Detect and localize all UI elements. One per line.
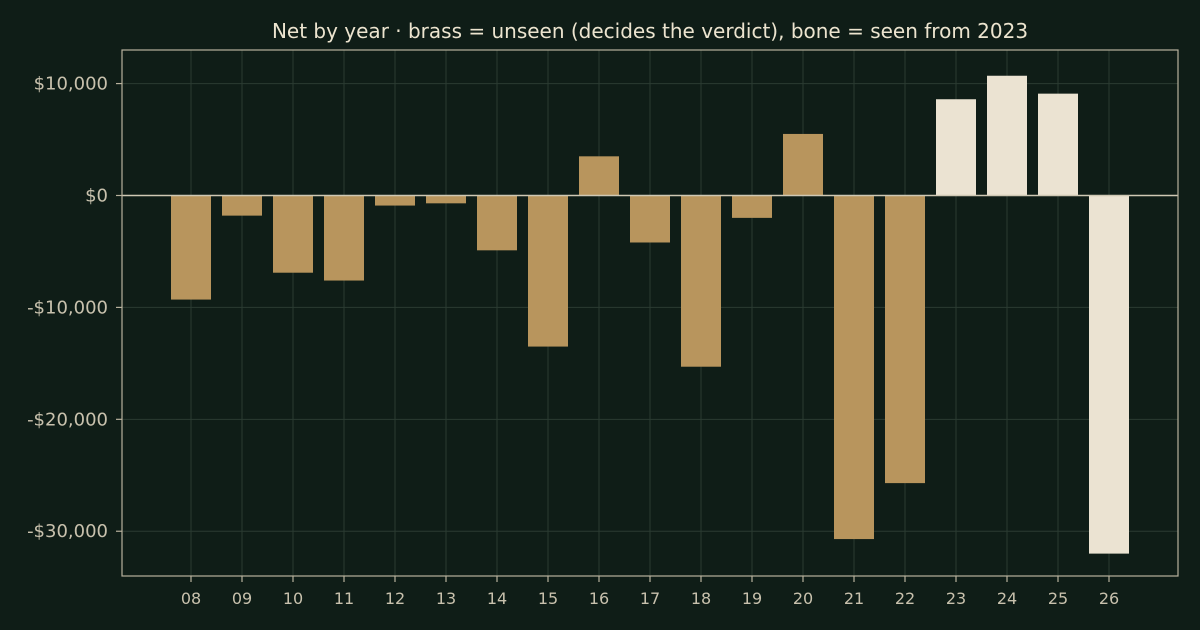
x-tick-label-17: 17 bbox=[640, 589, 660, 608]
bar-25 bbox=[1038, 93, 1078, 196]
bar-08 bbox=[171, 195, 211, 300]
x-tick-label-11: 11 bbox=[334, 589, 354, 608]
x-tick-label-15: 15 bbox=[538, 589, 558, 608]
bar-17 bbox=[630, 195, 670, 243]
bar-20 bbox=[783, 133, 823, 196]
x-tick-label-13: 13 bbox=[436, 589, 456, 608]
bar-19 bbox=[732, 195, 772, 218]
bar-26 bbox=[1089, 195, 1129, 554]
y-tick-label-1: $0 bbox=[85, 185, 108, 206]
x-tick-label-18: 18 bbox=[691, 589, 711, 608]
bar-09 bbox=[222, 195, 262, 216]
bar-22 bbox=[885, 195, 925, 484]
bar-12 bbox=[375, 195, 415, 206]
bar-13 bbox=[426, 195, 466, 204]
x-tick-label-24: 24 bbox=[997, 589, 1017, 608]
y-tick-label-0: $10,000 bbox=[34, 74, 108, 95]
y-axis-ticks: $10,000 $0 -$10,000 -$20,000 -$30,000 bbox=[27, 74, 122, 542]
x-tick-label-10: 10 bbox=[283, 589, 303, 608]
bar-14 bbox=[477, 195, 517, 251]
bar-18 bbox=[681, 195, 721, 367]
y-tick-label-3: -$20,000 bbox=[27, 409, 108, 430]
x-tick-label-14: 14 bbox=[487, 589, 507, 608]
bars bbox=[171, 75, 1129, 554]
bar-24 bbox=[987, 75, 1027, 196]
bar-23 bbox=[936, 99, 976, 196]
x-tick-label-25: 25 bbox=[1048, 589, 1068, 608]
x-tick-label-19: 19 bbox=[742, 589, 762, 608]
y-tick-label-2: -$10,000 bbox=[27, 297, 108, 318]
x-tick-label-16: 16 bbox=[589, 589, 609, 608]
x-tick-label-22: 22 bbox=[895, 589, 915, 608]
bar-21 bbox=[834, 195, 874, 540]
x-tick-label-26: 26 bbox=[1099, 589, 1119, 608]
bar-15 bbox=[528, 195, 568, 347]
bar-11 bbox=[324, 195, 364, 281]
x-tick-label-21: 21 bbox=[844, 589, 864, 608]
bar-10 bbox=[273, 195, 313, 273]
x-tick-label-09: 09 bbox=[232, 589, 252, 608]
bar-16 bbox=[579, 156, 619, 196]
chart-title: Net by year · brass = unseen (decides th… bbox=[272, 19, 1028, 43]
y-tick-label-4: -$30,000 bbox=[27, 521, 108, 542]
x-axis-ticks: 08 09 10 11 12 13 14 15 16 17 18 19 20 21 22 23 24 25 26 bbox=[181, 576, 1119, 608]
x-tick-label-23: 23 bbox=[946, 589, 966, 608]
x-tick-label-12: 12 bbox=[385, 589, 405, 608]
x-tick-label-08: 08 bbox=[181, 589, 201, 608]
x-tick-label-20: 20 bbox=[793, 589, 813, 608]
